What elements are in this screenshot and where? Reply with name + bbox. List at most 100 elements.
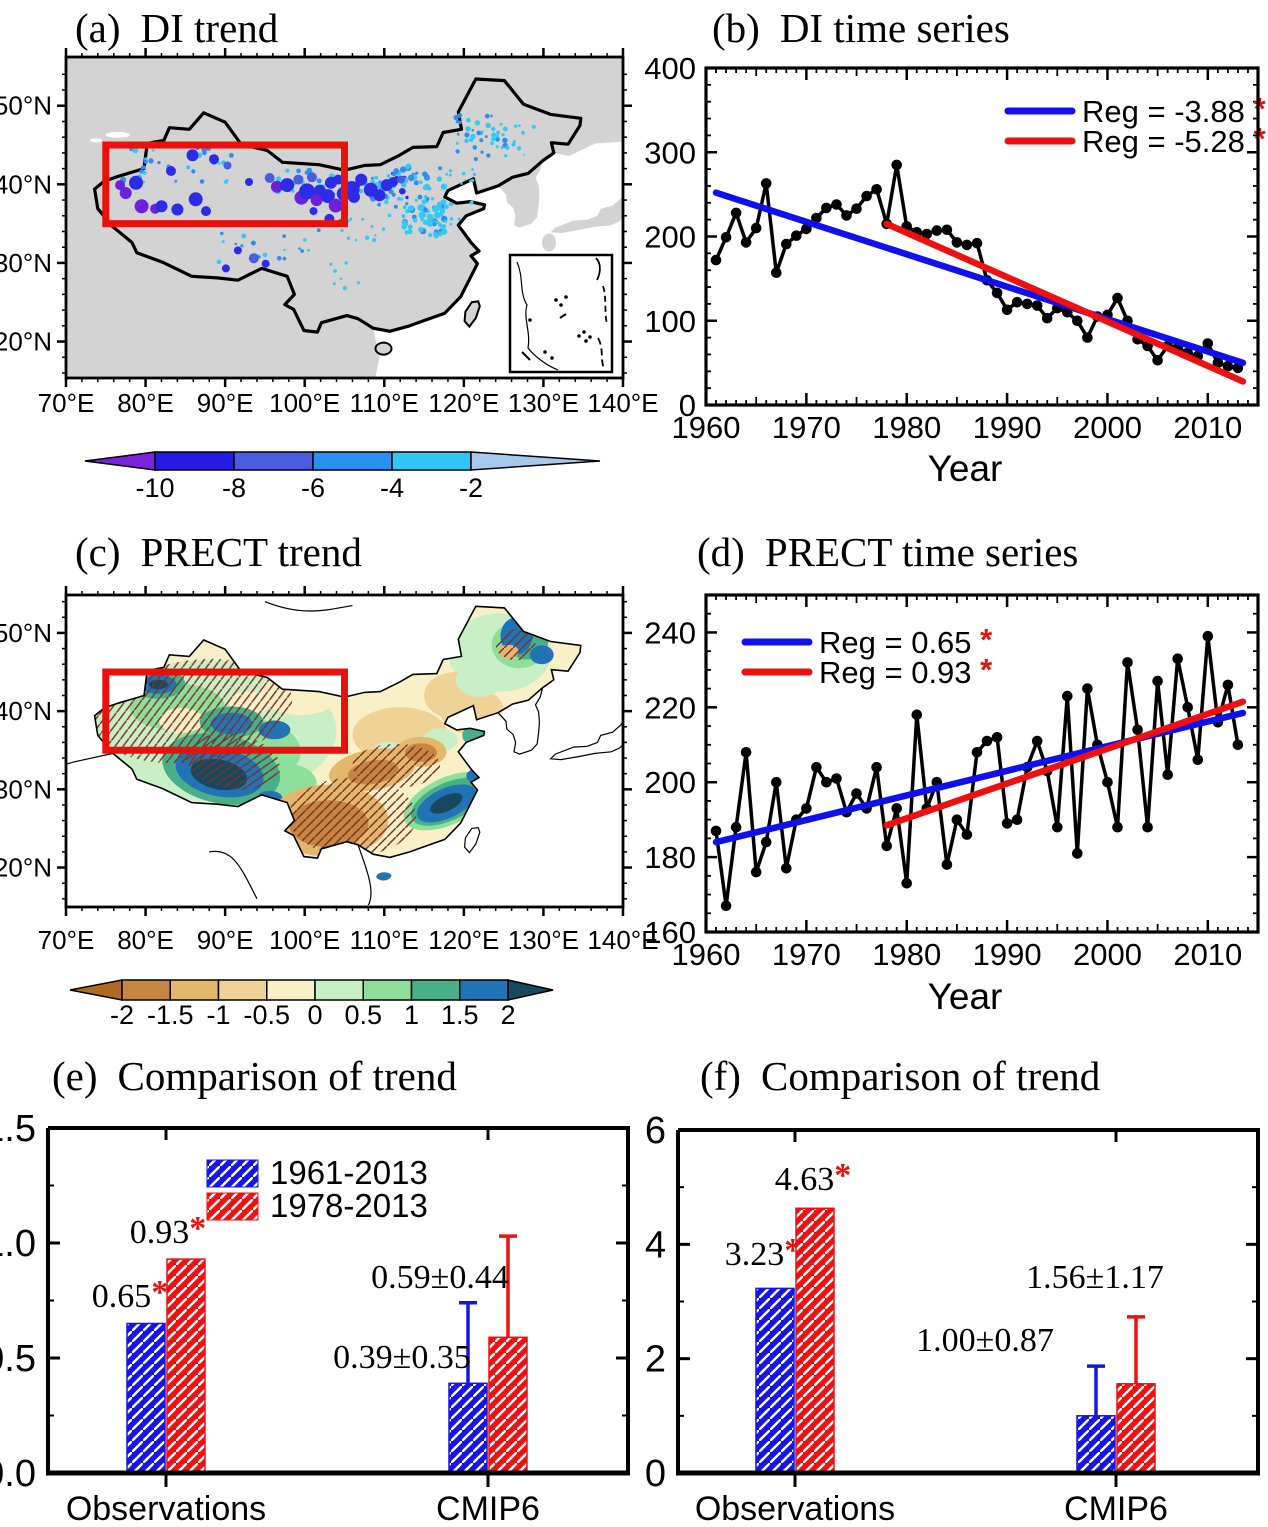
panel-c-map (66, 601, 623, 906)
china-border-thin (93, 605, 582, 859)
station-dot (342, 286, 347, 291)
station-dot (415, 171, 419, 175)
station-dot-large (119, 187, 132, 199)
inset-island-dot (543, 350, 547, 354)
panel-b-data-point (961, 239, 973, 251)
station-dot-large (333, 174, 344, 185)
panel-a-colorbar-label: -6 (301, 473, 325, 503)
station-dot (241, 233, 247, 239)
station-dot (387, 213, 392, 218)
station-dot-large (373, 189, 386, 202)
station-dot-large (299, 183, 316, 200)
panel-b-x-tick-label: 1990 (973, 410, 1042, 445)
south-china-sea-inset (508, 253, 614, 374)
station-dot (443, 219, 448, 223)
panel-b-x-tick-label: 1970 (772, 410, 841, 445)
station-dot (464, 132, 470, 138)
panel-d-label: (d) (697, 529, 745, 575)
panel-a-title: (a) DI trend (75, 5, 279, 51)
panel-d-data-point (1172, 653, 1183, 664)
panel-d-data-point (801, 803, 812, 814)
panel-e-label: (e) (52, 1053, 98, 1099)
panel-b-data-point (771, 267, 782, 279)
panel-d-data-point (951, 814, 963, 825)
significance-hatching (495, 629, 536, 661)
panel-e-title: (e) Comparison of trend (52, 1053, 457, 1099)
station-dot (418, 226, 424, 233)
panel-f-bar (1116, 1383, 1156, 1474)
contour-blob (430, 793, 463, 814)
station-dot (445, 172, 449, 176)
panel-d-data-point (871, 761, 882, 773)
station-dot (491, 136, 496, 142)
station-dot (472, 145, 478, 150)
station-dot-large (348, 190, 360, 203)
station-dot (462, 171, 466, 176)
station-dot (449, 217, 454, 221)
station-dot (388, 189, 394, 195)
inset-island-dot (564, 295, 568, 299)
station-dot (396, 197, 401, 201)
station-dot (329, 262, 333, 266)
japan-landmass (550, 173, 623, 234)
inset-island-dot (559, 303, 563, 307)
panel-d-data-point (1082, 683, 1093, 694)
panel-d-data-point (811, 761, 822, 773)
panel-b-data-point (891, 159, 902, 171)
panel-b-data-point (861, 190, 872, 202)
panel-b-data-point (831, 199, 842, 210)
myanmar-coast (209, 850, 258, 900)
inset-island-dot (554, 298, 558, 302)
panel-b-legend-label: Reg = -3.88 * (1082, 91, 1266, 129)
panel-e-y-tick-label: 1.0 (0, 1223, 36, 1265)
panel-a-colorbar-label: -4 (380, 473, 404, 503)
panel-f-bar (795, 1207, 835, 1474)
contour-blob (455, 662, 504, 697)
station-dot (220, 231, 224, 236)
panel-b-data-point (841, 210, 852, 221)
panel-d-data-point (1062, 690, 1073, 702)
station-dot-large (188, 192, 203, 207)
station-dot (157, 160, 161, 165)
station-dot (471, 178, 475, 182)
station-dot (490, 114, 493, 118)
panel-a-y-tick-label: 20°N (0, 327, 52, 357)
panel-a-x-tick-label: 120°E (428, 388, 499, 418)
station-dot (423, 195, 428, 199)
station-dot (484, 113, 490, 119)
panel-d-data-point (891, 803, 902, 814)
panel-d-data-point (1152, 675, 1163, 687)
panel-b-data-point (1222, 360, 1234, 372)
panel-b-x-tick-label: 2010 (1173, 410, 1242, 445)
panel-e: 0.0 0.5 1.0 1.5 Observations 0.65* 0.93* CMIP6 0… (0, 1108, 630, 1527)
station-dot-large (320, 189, 335, 204)
station-dot (364, 235, 370, 240)
vietnam-coast (357, 844, 372, 906)
station-dot (516, 146, 522, 151)
panel-d-data-point (1102, 776, 1113, 788)
panel-b-data-point (740, 237, 752, 248)
panel-f-frame-top (676, 1128, 1260, 1473)
station-dot (453, 114, 459, 121)
panel-d-regression-line (883, 698, 1247, 829)
panel-b-data-point (1011, 296, 1023, 308)
panel-e-legend-label: 1961-2013 (270, 1154, 428, 1191)
panel-e-bar (488, 1336, 528, 1474)
panel-c-x-tick-label: 130°E (508, 925, 579, 955)
panel-f-label: (f) (700, 1053, 741, 1099)
station-dot (495, 145, 499, 149)
panel-a-colorbar-label: -8 (222, 473, 246, 503)
station-dot (393, 204, 398, 209)
panel-c-colorbar-segment (217, 979, 268, 1001)
station-dot (386, 174, 391, 178)
panel-d-data-point (750, 866, 762, 878)
station-dot (480, 130, 484, 134)
panel-e-value-label: 0.93* (130, 1210, 207, 1251)
station-dot (186, 165, 191, 170)
panel-a-x-tick-label: 70°E (38, 388, 95, 418)
station-dot (523, 153, 526, 156)
station-dot (234, 242, 238, 246)
station-dot (401, 214, 406, 219)
panel-e-value-label: 0.39±0.35 (333, 1339, 471, 1376)
station-dot (455, 119, 459, 124)
